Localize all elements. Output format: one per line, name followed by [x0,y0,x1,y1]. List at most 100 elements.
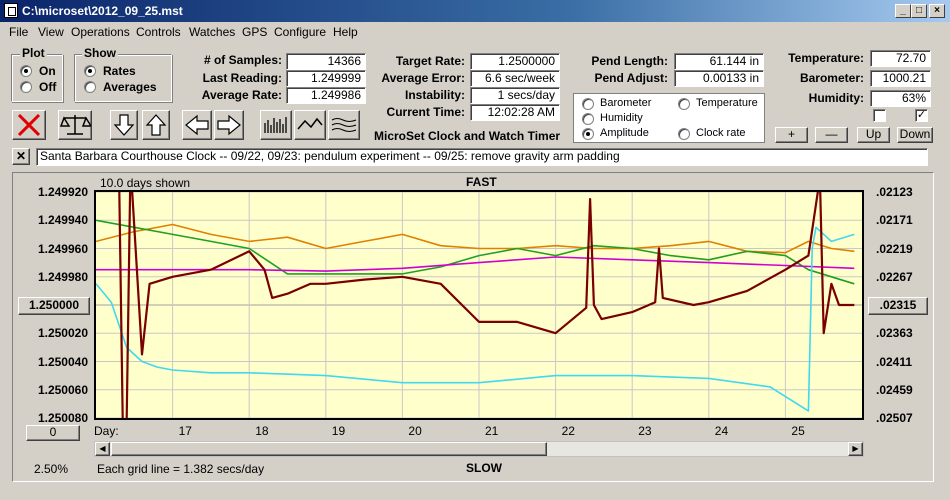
scroll-value-box[interactable]: 0 [26,425,80,441]
app-caption: MicroSet Clock and Watch Timer [374,129,561,143]
target-rate-label: Target Rate: [395,54,465,68]
show-averages-label: Averages [103,80,157,94]
show-averages-radio[interactable] [84,81,96,93]
arrow-up-button[interactable] [142,110,170,140]
unchecked-checkbox[interactable] [873,109,886,122]
target-rate-field[interactable]: 1.2500000 [470,53,560,70]
y-left-tick: 1.250060 [37,382,88,397]
instability-field: 1 secs/day [470,87,560,104]
arrow-right-button[interactable] [214,110,244,140]
pend-length-field[interactable]: 61.144 in [674,53,764,70]
balance-button[interactable] [58,110,93,140]
plus-button[interactable]: + [775,127,808,143]
arrow-right-icon [217,114,241,136]
amplitude-option: Amplitude [600,127,649,139]
plot-group [11,54,63,102]
center-left-button[interactable]: 1.250000 [18,297,90,315]
plot-on-label: On [39,64,56,78]
barometer-label: Barometer: [799,71,864,85]
humidity-option: Humidity [600,112,643,124]
down-button[interactable]: Down [897,127,933,143]
app-icon[interactable] [4,3,18,18]
avg-rate-field: 1.249986 [286,87,366,104]
arrow-up-icon [145,114,167,136]
y-right-tick: .02123 [876,185,913,199]
last-reading-field: 1.249999 [286,70,366,87]
menu-configure[interactable]: Configure [274,25,327,39]
y-left-tick: 1.249960 [37,241,88,256]
multi-line-graph-button[interactable] [328,110,360,140]
arrow-down-button[interactable] [110,110,138,140]
y-right-tick: .02363 [876,326,913,341]
series-line-amplitude [95,226,855,412]
plot-off-radio[interactable] [20,81,32,93]
y-right-tick: .02459 [876,382,913,397]
menu-gps[interactable]: GPS [242,25,268,39]
series-line-humidity [96,256,855,272]
menu-file[interactable]: File [9,25,29,39]
minimize-button[interactable]: _ [895,4,911,18]
grid-note: Each grid line = 1.382 secs/day [97,462,265,476]
scroll-left-button[interactable]: ◀ [95,442,110,456]
show-group [74,54,172,102]
close-session-button[interactable] [12,110,46,140]
scroll-thumb[interactable] [111,442,547,456]
sensor-select-box: Barometer Temperature Humidity Amplitude… [573,93,765,143]
avg-error-field: 6.6 sec/week [470,70,560,87]
plot-off-label: Off [39,80,57,94]
temperature-radio[interactable] [678,98,690,110]
clock-rate-option: Clock rate [696,127,746,139]
center-right-button[interactable]: .02315 [868,297,928,315]
series-line-temperature [95,219,855,285]
line-graph-button[interactable] [294,110,326,140]
humidity-field: 63% [870,90,931,107]
amplitude-radio[interactable] [582,128,594,140]
avg-error-label: Average Error: [381,71,465,85]
clear-notes-button[interactable]: ✕ [12,148,30,165]
menu-bar: File View Operations Controls Watches GP… [0,23,950,41]
close-window-button[interactable]: × [929,4,945,18]
y-right-tick: .02411 [876,354,913,369]
menu-watches[interactable]: Watches [189,25,236,39]
line-graph-icon [297,117,323,130]
bar-graph-button[interactable] [260,110,292,140]
y-right-tick: .02267 [876,269,913,284]
menu-operations[interactable]: Operations [71,25,130,39]
barometer-radio[interactable] [582,98,594,110]
menu-view[interactable]: View [38,25,64,39]
arrow-left-icon [185,114,209,136]
checked-checkbox[interactable]: ✓ [915,109,928,122]
menu-help[interactable]: Help [333,25,358,39]
show-rates-radio[interactable] [84,65,96,77]
x-tick: 22 [561,424,575,438]
scroll-right-button[interactable]: ▶ [848,442,863,456]
current-time-label: Current Time: [386,105,465,119]
rate-chart [95,162,862,427]
graph-panel [12,172,934,482]
barometer-option: Barometer [600,97,652,109]
arrow-left-button[interactable] [182,110,212,140]
y-left-tick: 1.249920 [37,185,88,199]
series-line-barometer [95,223,855,254]
series-line-clock-rate [96,162,855,427]
humidity-radio[interactable] [582,113,594,125]
bar-graph-icon [264,117,287,133]
temperature-option: Temperature [696,97,758,109]
clock-rate-radio[interactable] [678,128,690,140]
last-reading-label: Last Reading: [202,71,282,85]
y-left-tick: 1.249940 [37,213,88,228]
horizontal-scrollbar[interactable]: ◀ ▶ [94,441,864,457]
zoom-percent: 2.50% [34,462,69,476]
up-button[interactable]: Up [857,127,890,143]
notes-field[interactable]: Santa Barbara Courthouse Clock -- 09/22,… [36,148,928,166]
barometer-field: 1000.21 [870,70,931,87]
y-left-tick: 1.250040 [37,354,88,369]
minus-button[interactable]: — [815,127,848,143]
x-tick: 19 [331,424,346,438]
current-time-field: 12:02:28 AM [470,104,560,121]
plot-on-radio[interactable] [20,65,32,77]
x-tick: 23 [638,424,652,438]
maximize-button[interactable]: □ [911,4,927,18]
samples-field: 14366 [286,53,366,70]
menu-controls[interactable]: Controls [136,25,181,39]
